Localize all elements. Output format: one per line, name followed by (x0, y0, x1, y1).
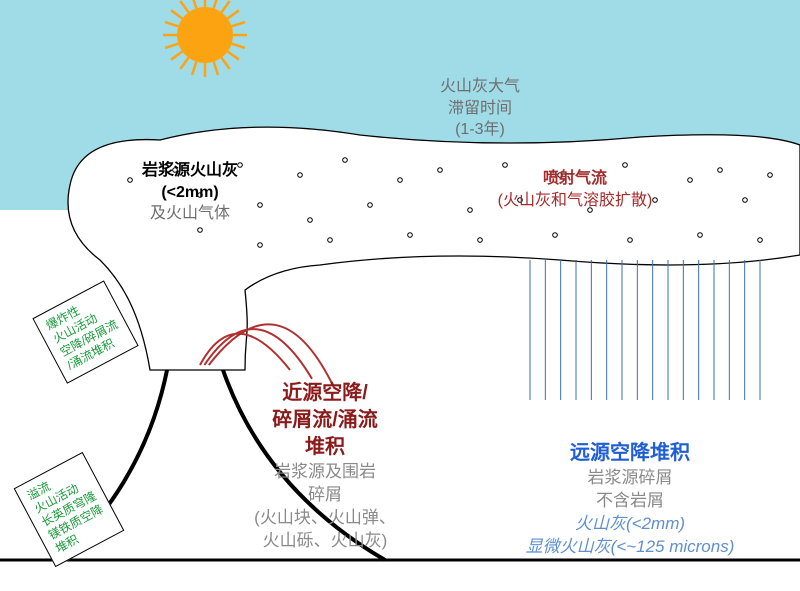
proximal-s2: 碎屑 (210, 484, 440, 507)
atmosphere-l1: 火山灰大气 (380, 76, 580, 98)
proximal-p2: 火山砾、火山灰) (210, 530, 440, 553)
source-ash-l1: 岩浆源火山灰 (105, 160, 275, 182)
distal-i2: 显微火山灰(<~125 microns) (470, 536, 790, 559)
jet-l1: 喷射气流 (455, 168, 695, 190)
distal-t1: 远源空降堆积 (470, 440, 790, 467)
source-ash-label: 岩浆源火山灰 (<2mm) 及火山气体 (105, 160, 275, 225)
atmosphere-l3: (1-3年) (380, 119, 580, 141)
atmosphere-l2: 滞留时间 (380, 98, 580, 120)
distal-s1: 岩浆源碎屑 (470, 467, 790, 490)
proximal-label: 近源空降/ 碎屑流/涌流 堆积 岩浆源及围岩 碎屑 (火山块、火山弹、 火山砾、… (210, 380, 440, 553)
proximal-t3: 堆积 (210, 434, 440, 461)
distal-s2: 不含岩屑 (470, 490, 790, 513)
distal-label: 远源空降堆积 岩浆源碎屑 不含岩屑 火山灰(<2mm) 显微火山灰(<~125 … (470, 440, 790, 559)
source-ash-l3: 及火山气体 (105, 203, 275, 225)
distal-i1: 火山灰(<2mm) (470, 513, 790, 536)
jet-l2: (火山灰和气溶胶扩散) (455, 190, 695, 212)
jet-label: 喷射气流 (火山灰和气溶胶扩散) (455, 168, 695, 211)
proximal-t2: 碎屑流/涌流 (210, 407, 440, 434)
source-ash-l2: (<2mm) (105, 182, 275, 204)
proximal-t1: 近源空降/ (210, 380, 440, 407)
proximal-p1: (火山块、火山弹、 (210, 507, 440, 530)
atmosphere-label: 火山灰大气 滞留时间 (1-3年) (380, 76, 580, 141)
proximal-s1: 岩浆源及围岩 (210, 461, 440, 484)
